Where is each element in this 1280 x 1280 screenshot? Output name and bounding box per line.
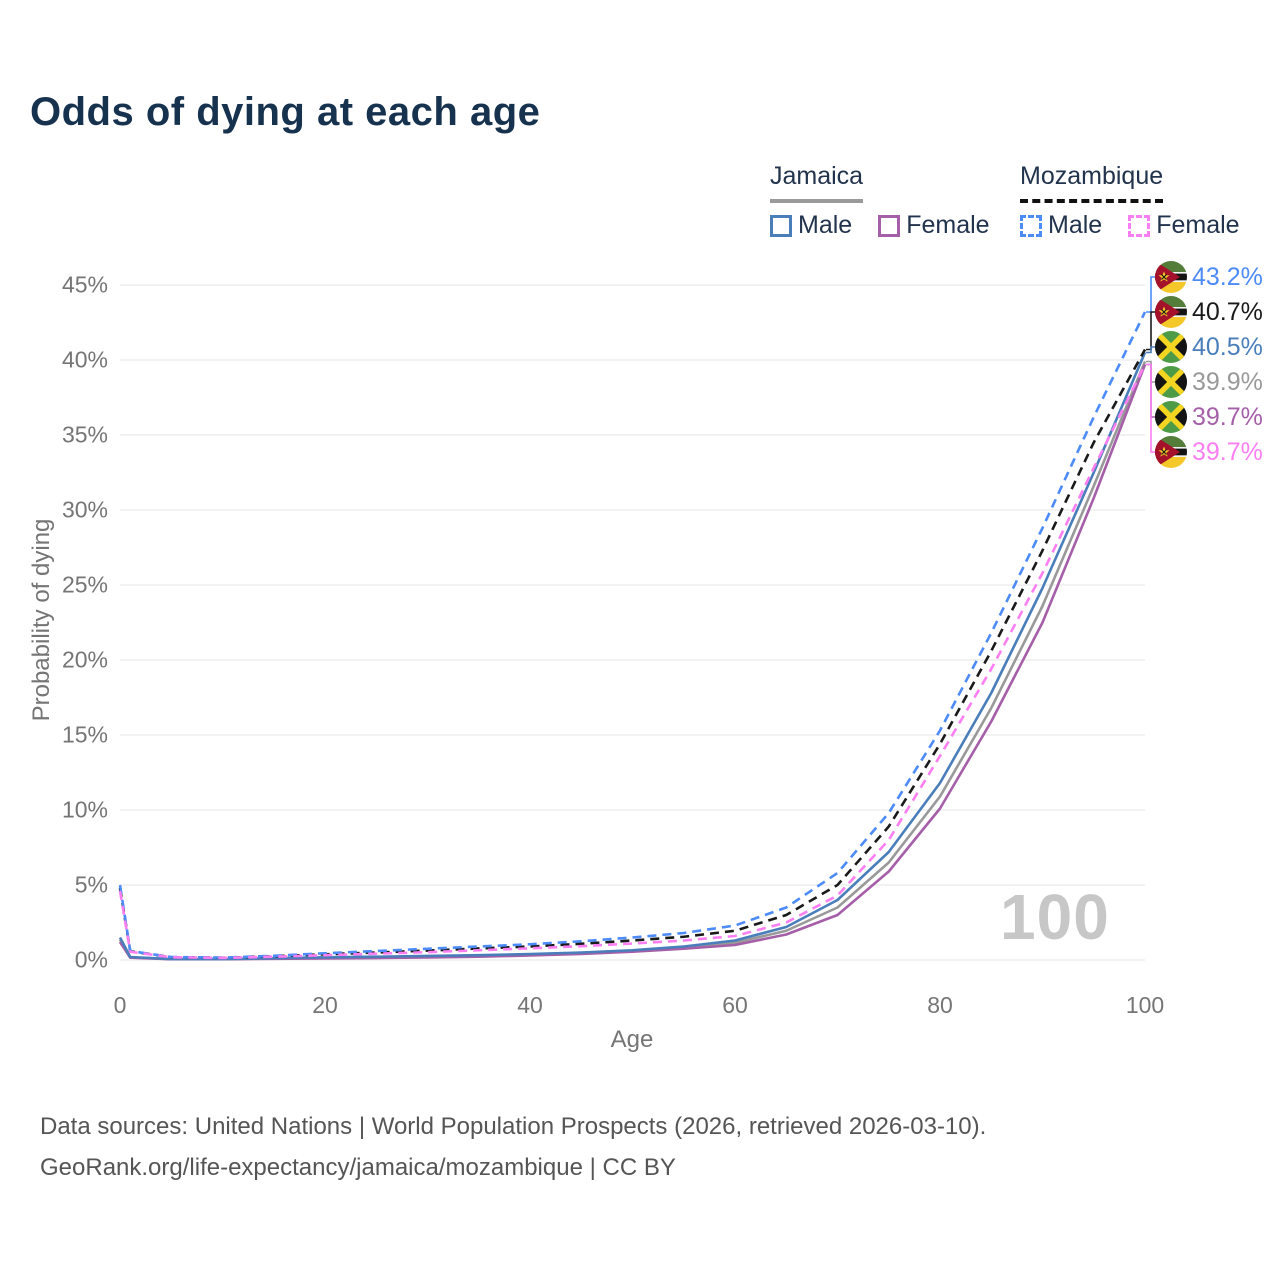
footer-attribution[interactable]: GeoRank.org/life-expectancy/jamaica/moza… [40, 1154, 676, 1181]
x-axis-title: Age [610, 1026, 654, 1053]
y-tick-label: 20% [61, 646, 108, 673]
legend-item-mozambique-male[interactable]: Male [1020, 211, 1102, 240]
end-label-jam_male[interactable]: 40.5% [1155, 331, 1263, 363]
mozambique-male-swatch-icon [1020, 214, 1042, 237]
legend-item-jamaica-female[interactable]: Female [878, 211, 990, 240]
end-label-moz_female[interactable]: 39.7% [1155, 436, 1263, 468]
page-title: Odds of dying at each age [30, 90, 541, 134]
series-line-jam_male[interactable] [118, 351, 1147, 961]
end-label-value: 39.9% [1192, 367, 1263, 396]
legend-item-jamaica-male[interactable]: Male [770, 211, 852, 240]
legend-group-mozambique: Mozambique Male Female [1020, 162, 1240, 240]
y-tick-label: 15% [61, 721, 108, 748]
y-tick-label: 40% [61, 346, 108, 373]
y-tick-label: 25% [61, 571, 108, 598]
end-label-value: 43.2% [1192, 262, 1263, 291]
watermark-max-age: 100 [1000, 881, 1110, 953]
legend-group-jamaica: Jamaica Male Female [770, 162, 990, 240]
mozambique-female-swatch-icon [1128, 214, 1151, 237]
legend-label-mozambique-female: Female [1156, 211, 1240, 239]
x-tick-label: 60 [722, 992, 748, 1018]
x-tick-label: 100 [1125, 992, 1165, 1018]
series-line-moz_combined[interactable] [118, 348, 1147, 960]
end-label-moz_male[interactable]: 43.2% [1155, 261, 1263, 293]
end-label-jam_female[interactable]: 39.7% [1155, 401, 1263, 433]
legend-item-mozambique-female[interactable]: Female [1128, 211, 1240, 240]
end-label-value: 40.5% [1192, 332, 1263, 361]
jamaica-flag-icon [1155, 331, 1187, 363]
series-line-moz_female[interactable] [118, 363, 1147, 960]
y-tick-label: 0% [74, 946, 108, 973]
end-label-jam_combined[interactable]: 39.9% [1155, 366, 1263, 398]
end-label-connector [1146, 363, 1155, 453]
x-tick-label: 40 [517, 992, 543, 1018]
mozambique-flag-icon [1155, 296, 1187, 328]
y-tick-label: 30% [61, 496, 108, 523]
footer-data-sources: Data sources: United Nations | World Pop… [40, 1113, 987, 1140]
end-label-connector [1146, 346, 1155, 354]
y-tick-label: 10% [61, 796, 108, 823]
mozambique-flag-icon [1155, 261, 1187, 293]
legend-title-mozambique[interactable]: Mozambique [1020, 162, 1164, 203]
y-tick-label: 5% [74, 871, 108, 898]
y-axis-title: Probability of dying [28, 518, 55, 722]
y-tick-label: 45% [61, 271, 108, 298]
legend-title-jamaica[interactable]: Jamaica [770, 162, 864, 203]
end-label-connector [1146, 311, 1155, 351]
end-label-moz_combined[interactable]: 40.7% [1155, 296, 1263, 328]
jamaica-female-swatch-icon [878, 214, 901, 237]
jamaica-flag-icon [1155, 401, 1187, 433]
end-label-value: 39.7% [1192, 437, 1263, 466]
x-tick-label: 20 [312, 992, 338, 1018]
x-tick-label: 0 [113, 992, 127, 1018]
jamaica-male-swatch-icon [770, 214, 792, 237]
jamaica-flag-icon [1155, 366, 1187, 398]
legend-label-jamaica-female: Female [906, 211, 990, 239]
series-line-moz_male[interactable] [118, 311, 1147, 959]
footer: Data sources: United Nations | World Pop… [40, 1106, 986, 1188]
x-tick-label: 80 [927, 992, 953, 1018]
legend-label-jamaica-male: Male [798, 211, 853, 239]
y-tick-label: 35% [61, 421, 108, 448]
end-label-value: 39.7% [1192, 402, 1263, 431]
mozambique-flag-icon [1155, 436, 1187, 468]
end-label-value: 40.7% [1192, 297, 1263, 326]
series-line-jam_female[interactable] [118, 364, 1147, 961]
legend-label-mozambique-male: Male [1048, 211, 1103, 239]
end-label-connector [1146, 276, 1155, 313]
